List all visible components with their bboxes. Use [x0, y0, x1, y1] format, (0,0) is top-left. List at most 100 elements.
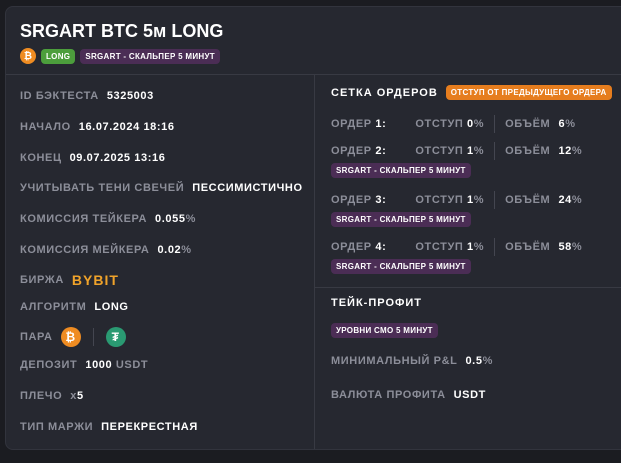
offset-value: 1: [467, 241, 474, 253]
label: КОМИССИЯ МЕЙКЕРА: [20, 244, 150, 256]
bitcoin-icon: ₿: [60, 327, 81, 347]
value: ПЕРЕКРЕСТНАЯ: [101, 421, 198, 433]
label: ОТСТУП: [415, 145, 464, 157]
value: 0.055: [155, 213, 186, 225]
divider: [6, 74, 621, 75]
value: LONG: [94, 301, 129, 313]
unit: %: [473, 194, 485, 206]
label: ДЕПОЗИТ: [20, 359, 78, 371]
min-pnl-row: МИНИМАЛЬНЫЙ P&L 0.5%: [331, 355, 493, 367]
prefix: x: [70, 390, 77, 402]
unit: %: [565, 118, 576, 130]
volume-value: 6: [558, 118, 566, 130]
order-tag-row: SRGART - СКАЛЬПЕР 5 МИНУТ: [331, 212, 471, 227]
strategy-badge: SRGART - СКАЛЬПЕР 5 МИНУТ: [331, 259, 471, 274]
section-title: ТЕЙК-ПРОФИТ: [331, 297, 423, 309]
unit: %: [571, 241, 583, 253]
value: 16.07.2024 18:16: [78, 121, 175, 133]
order-row: ОРДЕР 4: ОТСТУП 1% ОБЪЁМ 58%: [331, 238, 582, 256]
label: ОТСТУП: [415, 241, 464, 253]
unit: %: [473, 145, 485, 157]
offset-value: 0: [467, 118, 474, 130]
unit: %: [473, 118, 485, 130]
order-tag-row: SRGART - СКАЛЬПЕР 5 МИНУТ: [331, 259, 471, 274]
value: 09.07.2025 13:16: [69, 152, 166, 164]
label: НАЧАЛО: [20, 121, 71, 133]
label: ОРДЕР: [331, 241, 372, 253]
label: ОБЪЁМ: [505, 241, 551, 253]
order-number: 1:: [375, 118, 387, 130]
tp-badge-row: УРОВНИ СМО 5 МИНУТ: [331, 323, 438, 338]
page-title: SRGART BTC 5м LONG: [20, 21, 224, 41]
value: 1000: [85, 359, 113, 371]
label: КОМИССИЯ ТЕЙКЕРА: [20, 213, 148, 225]
pair-row: ПАРА ₿ ₮: [20, 327, 126, 347]
order-row: ОРДЕР 1: ОТСТУП 0% ОБЪЁМ 6%: [331, 115, 576, 133]
volume-value: 24: [558, 194, 572, 206]
order-number: 3:: [375, 194, 387, 206]
order-number: 4:: [375, 241, 387, 253]
unit: %: [482, 355, 493, 367]
divider: [315, 287, 621, 288]
leverage-row: ПЛЕЧО x5: [20, 390, 84, 402]
section-title: СЕТКА ОРДЕРОВ: [331, 86, 438, 99]
algorithm-row: АЛГОРИТМ LONG: [20, 301, 129, 313]
separator: [494, 142, 496, 160]
direction-badge: LONG: [41, 48, 76, 64]
label: ВАЛЮТА ПРОФИТА: [331, 389, 446, 401]
end-row: КОНЕЦ 09.07.2025 13:16: [20, 152, 165, 164]
volume-value: 12: [558, 145, 572, 157]
label: ОБЪЁМ: [505, 118, 551, 130]
order-number: 2:: [375, 145, 387, 157]
order-row: ОРДЕР 3: ОТСТУП 1% ОБЪЁМ 24%: [331, 191, 582, 209]
unit: %: [185, 213, 196, 225]
label: ОТСТУП: [415, 194, 464, 206]
label: ID БЭКТЕСТА: [20, 90, 99, 102]
label: ПАРА: [20, 331, 53, 343]
label: ОРДЕР: [331, 118, 372, 130]
taker-fee-row: КОМИССИЯ ТЕЙКЕРА 0.055%: [20, 213, 196, 225]
label: БИРЖА: [20, 274, 64, 286]
tp-badge: УРОВНИ СМО 5 МИНУТ: [331, 323, 438, 338]
order-tag-row: SRGART - СКАЛЬПЕР 5 МИНУТ: [331, 163, 471, 178]
unit: %: [571, 145, 583, 157]
divider: [314, 74, 315, 449]
tether-icon: ₮: [105, 327, 126, 347]
unit: USDT: [115, 359, 149, 371]
label: КОНЕЦ: [20, 152, 62, 164]
exchange-row: БИРЖА BYBIT: [20, 272, 119, 288]
strategy-badge: SRGART - СКАЛЬПЕР 5 МИНУТ: [331, 163, 471, 178]
value: ПЕССИМИСТИЧНО: [192, 182, 303, 194]
tp-header: ТЕЙК-ПРОФИТ: [331, 297, 422, 309]
value: 0.5: [465, 355, 483, 367]
order-row: ОРДЕР 2: ОТСТУП 1% ОБЪЁМ 12%: [331, 142, 582, 160]
shadows-row: УЧИТЫВАТЬ ТЕНИ СВЕЧЕЙ ПЕССИМИСТИЧНО: [20, 182, 303, 194]
separator: [494, 238, 496, 256]
label: ОРДЕР: [331, 194, 372, 206]
maker-fee-row: КОМИССИЯ МЕЙКЕРА 0.02%: [20, 244, 192, 256]
separator: [494, 115, 496, 133]
margin-row: ТИП МАРЖИ ПЕРЕКРЕСТНАЯ: [20, 421, 198, 433]
value: 5325003: [106, 90, 154, 102]
volume-value: 58: [558, 241, 572, 253]
unit: %: [181, 244, 192, 256]
profit-currency-row: ВАЛЮТА ПРОФИТА USDT: [331, 389, 486, 401]
label: ТИП МАРЖИ: [20, 421, 94, 433]
backtest-id-row: ID БЭКТЕСТА 5325003: [20, 90, 154, 102]
value: 5: [76, 390, 84, 402]
deposit-row: ДЕПОЗИТ 1000 USDT: [20, 359, 148, 371]
label: ОБЪЁМ: [505, 145, 551, 157]
label: ПЛЕЧО: [20, 390, 63, 402]
badges: ₿ LONG SRGART - СКАЛЬПЕР 5 МИНУТ: [20, 48, 220, 64]
value: 0.02: [157, 244, 182, 256]
strategy-badge: SRGART - СКАЛЬПЕР 5 МИНУТ: [80, 48, 220, 64]
unit: %: [571, 194, 583, 206]
offset-badge: ОТСТУП ОТ ПРЕДЫДУЩЕГО ОРДЕРА: [445, 85, 612, 100]
value: USDT: [453, 389, 486, 401]
bybit-logo: BYBIT: [71, 272, 119, 288]
start-row: НАЧАЛО 16.07.2024 18:16: [20, 121, 175, 133]
offset-value: 1: [467, 145, 474, 157]
label: АЛГОРИТМ: [20, 301, 87, 313]
strategy-badge: SRGART - СКАЛЬПЕР 5 МИНУТ: [331, 212, 471, 227]
grid-header: СЕТКА ОРДЕРОВ ОТСТУП ОТ ПРЕДЫДУЩЕГО ОРДЕР…: [331, 85, 612, 100]
